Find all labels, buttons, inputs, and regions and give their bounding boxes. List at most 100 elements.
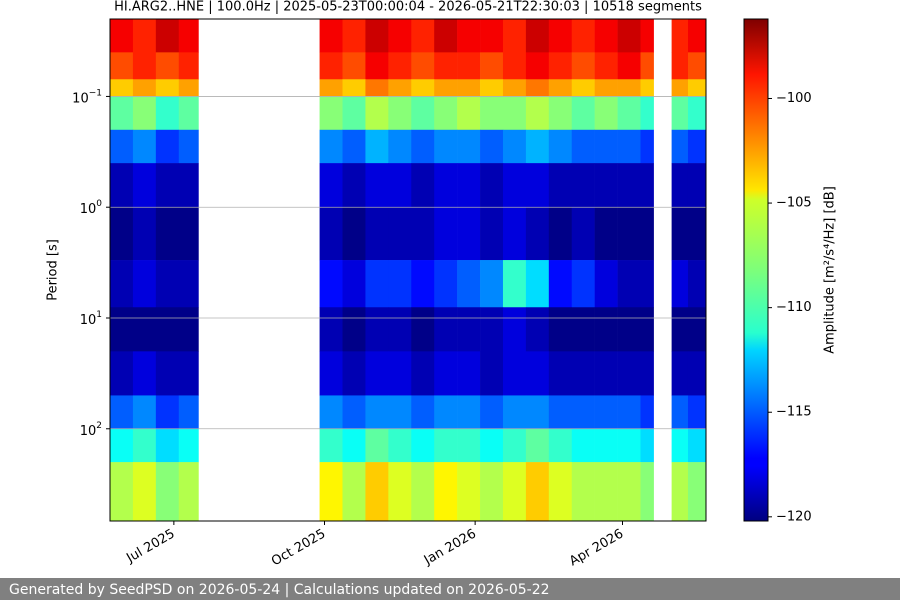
- heatmap-cell: [480, 307, 504, 352]
- heatmap-cell: [594, 96, 618, 131]
- heatmap-cell: [365, 19, 389, 53]
- heatmap-cell: [132, 462, 157, 522]
- heatmap-cell: [571, 52, 595, 80]
- heatmap-cell: [110, 19, 134, 53]
- heatmap-cell: [411, 260, 435, 308]
- heatmap-cell: [411, 307, 435, 352]
- heatmap-cell: [548, 52, 573, 80]
- heatmap-cell: [155, 260, 180, 308]
- heatmap-cell: [155, 307, 180, 352]
- heatmap-cell: [687, 428, 707, 463]
- y-tick-base: 10: [80, 312, 97, 327]
- heatmap-cell: [502, 129, 527, 164]
- heatmap-cell: [548, 129, 573, 164]
- heatmap-cell: [617, 395, 641, 430]
- heatmap-cell: [132, 307, 157, 352]
- heatmap-cell: [548, 163, 573, 208]
- heatmap-cell: [342, 307, 366, 352]
- heatmap-cell: [617, 163, 641, 208]
- heatmap-cell: [687, 307, 707, 352]
- heatmap-cell: [480, 129, 504, 164]
- heatmap-cell: [388, 79, 412, 97]
- heatmap-cell: [132, 79, 157, 97]
- heatmap-cell: [548, 462, 573, 522]
- heatmap-cell: [365, 52, 389, 80]
- heatmap-cell: [594, 52, 618, 80]
- heatmap-cell: [671, 19, 689, 53]
- heatmap-cell: [132, 96, 157, 131]
- heatmap-cell: [457, 96, 481, 131]
- heatmap-cell: [434, 395, 458, 430]
- heatmap-cell: [671, 260, 689, 308]
- heatmap-cell: [548, 96, 573, 131]
- heatmap-cell: [480, 428, 504, 463]
- heatmap-cell: [480, 462, 504, 522]
- heatmap-cell: [617, 207, 641, 261]
- heatmap-cell: [687, 52, 707, 80]
- heatmap-cell: [411, 163, 435, 208]
- heatmap-cell: [548, 395, 573, 430]
- heatmap-cell: [342, 19, 366, 53]
- heatmap-cell: [434, 96, 458, 131]
- heatmap-cell: [671, 351, 689, 396]
- y-tick-label: 102: [80, 420, 102, 438]
- heatmap-cell: [594, 163, 618, 208]
- heatmap-cell: [388, 52, 412, 80]
- heatmap-cell: [155, 79, 180, 97]
- heatmap-cell: [110, 260, 134, 308]
- footer-text: Generated by SeedPSD on 2026-05-24 | Cal…: [9, 582, 550, 598]
- heatmap-cell: [434, 19, 458, 53]
- heatmap-cell: [640, 79, 654, 97]
- heatmap-cell: [434, 163, 458, 208]
- heatmap-cell: [434, 207, 458, 261]
- heatmap-cell: [319, 428, 343, 463]
- heatmap-cell: [388, 462, 412, 522]
- heatmap-cell: [365, 395, 389, 430]
- heatmap-cell: [155, 19, 180, 53]
- heatmap-cell: [687, 129, 707, 164]
- heatmap-cell: [617, 52, 641, 80]
- heatmap-cell: [671, 207, 689, 261]
- heatmap-cell: [640, 462, 654, 522]
- heatmap-cell: [548, 351, 573, 396]
- heatmap-cell: [594, 395, 618, 430]
- heatmap-cell: [178, 52, 199, 80]
- heatmap-cell: [671, 52, 689, 80]
- heatmap-cell: [319, 260, 343, 308]
- heatmap-cell: [525, 129, 550, 164]
- heatmap-cell: [178, 207, 199, 261]
- heatmap-cell: [525, 79, 550, 97]
- heatmap-cell: [411, 19, 435, 53]
- heatmap-cell: [502, 307, 527, 352]
- heatmap-cell: [640, 260, 654, 308]
- colorbar-tick-label: −115: [776, 405, 812, 420]
- heatmap-cell: [457, 129, 481, 164]
- heatmap-cell: [687, 96, 707, 131]
- heatmap-cell: [155, 395, 180, 430]
- heatmap-cell: [342, 395, 366, 430]
- heatmap-cell: [548, 307, 573, 352]
- heatmap-cell: [502, 428, 527, 463]
- heatmap-cell: [594, 207, 618, 261]
- heatmap-cell: [365, 462, 389, 522]
- heatmap-cell: [457, 462, 481, 522]
- heatmap-cell: [571, 260, 595, 308]
- heatmap-cell: [640, 307, 654, 352]
- colorbar: [743, 18, 769, 522]
- heatmap-cell: [365, 428, 389, 463]
- heatmap-cell: [640, 207, 654, 261]
- heatmap-cell: [110, 395, 134, 430]
- heatmap-cell: [411, 462, 435, 522]
- y-tick-base: 10: [80, 202, 97, 217]
- heatmap-cell: [411, 395, 435, 430]
- heatmap-cell: [365, 96, 389, 131]
- heatmap-cell: [480, 260, 504, 308]
- heatmap-cell: [617, 428, 641, 463]
- heatmap-cell: [365, 207, 389, 261]
- heatmap-cell: [571, 19, 595, 53]
- heatmap-cell: [132, 52, 157, 80]
- heatmap-cell: [110, 307, 134, 352]
- heatmap-cell: [155, 96, 180, 131]
- heatmap-cell: [155, 207, 180, 261]
